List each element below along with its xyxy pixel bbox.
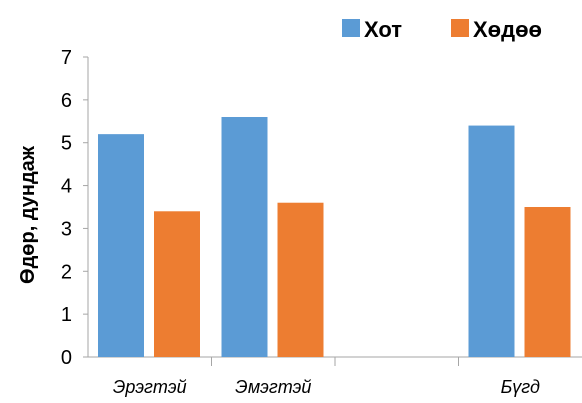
bar-hot: [221, 117, 268, 357]
bar-khudoo: [277, 202, 324, 357]
y-tick-label: 0: [61, 347, 72, 369]
y-tick-label: 4: [61, 176, 72, 198]
y-tick-label: 2: [61, 261, 72, 283]
x-tick-label: Бүгд: [501, 377, 540, 397]
y-tick-label: 1: [61, 304, 72, 326]
bar-khudoo: [154, 211, 200, 357]
y-tick-label: 3: [61, 218, 72, 240]
y-tick-label: 5: [61, 133, 72, 155]
x-tick-label: Эмэгтэй: [235, 377, 311, 397]
x-tick-labels: Эрэгтэй Эмэгтэй Бүгд: [113, 377, 540, 397]
bars: [98, 117, 571, 357]
legend-swatch-khudoo: [451, 19, 469, 37]
bar-khudoo: [524, 207, 571, 357]
legend-swatch-hot: [342, 19, 360, 37]
legend: Хот Хөдөө: [342, 17, 542, 42]
bar-hot: [468, 125, 515, 357]
x-tick-label: Эрэгтэй: [113, 377, 187, 397]
legend-label-hot: Хот: [364, 17, 402, 42]
bar-hot: [98, 134, 144, 357]
y-axis-label: Өдөр, дундаж: [17, 145, 39, 284]
legend-label-khudoo: Хөдөө: [473, 17, 542, 42]
y-tick-label: 7: [61, 47, 72, 69]
y-tick-label: 6: [61, 90, 72, 112]
y-tick-labels: 0 1 2 3 4 5 6 7: [61, 47, 72, 369]
